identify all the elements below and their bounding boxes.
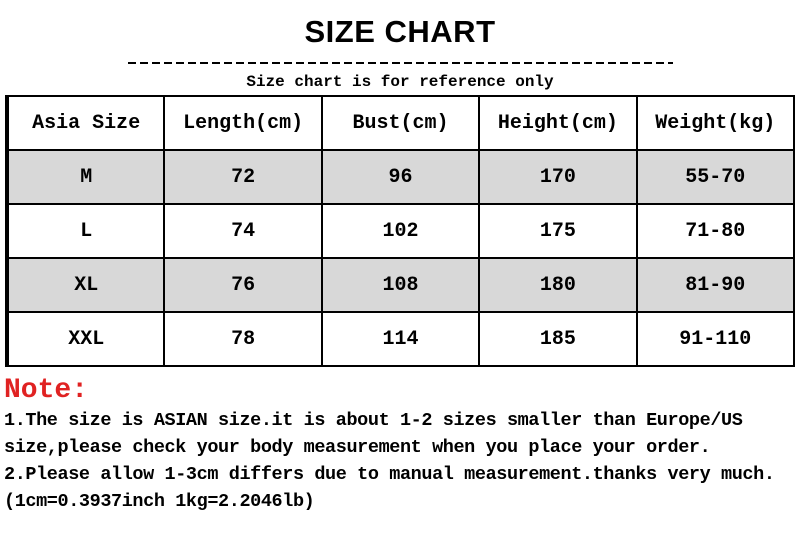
table-row-xl: XL 76 108 180 81-90	[5, 257, 796, 313]
table-row-m: M 72 96 170 55-70	[5, 149, 796, 205]
page-title: SIZE CHART	[304, 14, 496, 49]
size-cell: XXL	[5, 311, 166, 367]
table-row-l: L 74 102 175 71-80	[5, 203, 796, 259]
table-row-xxl: XXL 78 114 185 91-110	[5, 311, 796, 367]
weight-cell: 55-70	[635, 149, 796, 205]
length-cell: 78	[163, 311, 323, 367]
weight-cell: 71-80	[635, 203, 796, 259]
bust-cell: 114	[320, 311, 481, 367]
size-cell: L	[5, 203, 166, 259]
reference-subtitle: Size chart is for reference only	[246, 73, 554, 91]
bust-cell: 102	[320, 203, 481, 259]
header-asia-size: Asia Size	[5, 95, 166, 151]
height-cell: 170	[478, 149, 638, 205]
header-bust: Bust(cm)	[320, 95, 481, 151]
note-line-2: 2.Please allow 1-3cm differs due to manu…	[4, 464, 775, 512]
dashed-divider	[127, 62, 673, 64]
height-cell: 175	[478, 203, 638, 259]
bust-cell: 108	[320, 257, 481, 313]
table-header-row: Asia Size Length(cm) Bust(cm) Height(cm)…	[5, 95, 796, 151]
size-chart-page: SIZE CHART Size chart is for reference o…	[0, 14, 800, 540]
header-height: Height(cm)	[478, 95, 638, 151]
size-cell: XL	[5, 257, 166, 313]
height-cell: 180	[478, 257, 638, 313]
bust-cell: 96	[320, 149, 481, 205]
length-cell: 74	[163, 203, 323, 259]
header-weight: Weight(kg)	[635, 95, 796, 151]
note-heading: Note:	[4, 375, 89, 406]
weight-cell: 91-110	[635, 311, 796, 367]
height-cell: 185	[478, 311, 638, 367]
length-cell: 72	[163, 149, 323, 205]
size-chart-table: Asia Size Length(cm) Bust(cm) Height(cm)…	[5, 95, 796, 367]
length-cell: 76	[163, 257, 323, 313]
header-length: Length(cm)	[163, 95, 323, 151]
note-line-1: 1.The size is ASIAN size.it is about 1-2…	[4, 410, 743, 458]
weight-cell: 81-90	[635, 257, 796, 313]
size-cell: M	[5, 149, 166, 205]
